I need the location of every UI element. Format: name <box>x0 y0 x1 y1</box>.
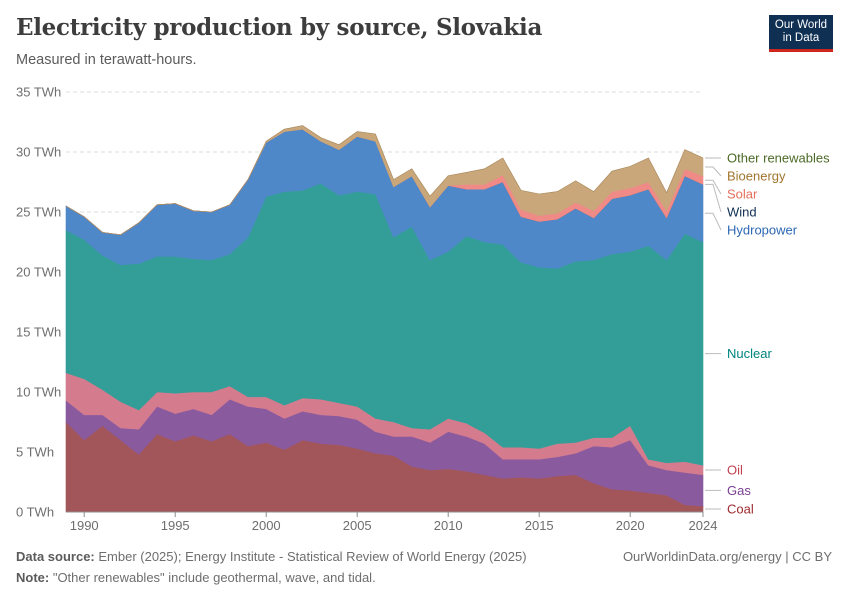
label-connector <box>705 183 722 213</box>
series-labels: Other renewables Bioenergy Solar Wind Hydrop… <box>705 151 830 517</box>
series-label-other-renewables[interactable]: Other renewables <box>727 151 830 166</box>
y-tick-label: 30 TWh <box>16 145 61 160</box>
x-tick-label: 1990 <box>70 518 99 533</box>
data-source: Data source: Ember (2025); Energy Instit… <box>16 549 527 564</box>
y-tick-label: 0 TWh <box>16 505 54 520</box>
y-tick-label: 20 TWh <box>16 265 61 280</box>
area-series-group <box>65 125 704 513</box>
y-tick-label: 15 TWh <box>16 325 61 340</box>
logo-line-1: Our World <box>774 19 828 31</box>
note-text: "Other renewables" include geothermal, w… <box>49 570 376 585</box>
x-tick-label: 2000 <box>252 518 281 533</box>
data-source-label: Data source: <box>16 549 95 564</box>
page-title: Electricity production by source, Slovak… <box>16 14 543 41</box>
axes: 0 TWh 5 TWh 10 TWh 15 TWh 20 TWh 25 TWh 30 TWh… <box>16 85 717 534</box>
series-label-coal[interactable]: Coal <box>727 502 754 517</box>
series-label-bioenergy[interactable]: Bioenergy <box>727 169 786 184</box>
series-label-hydropower[interactable]: Hydropower <box>727 223 798 238</box>
credit-link[interactable]: OurWorldinData.org/energy | CC BY <box>622 549 832 564</box>
y-tick-label: 25 TWh <box>16 205 61 220</box>
series-label-nuclear[interactable]: Nuclear <box>727 346 772 361</box>
x-tick-label: 2020 <box>616 518 645 533</box>
owid-logo[interactable]: Our World in Data <box>769 15 833 52</box>
x-tick-label: 2024 <box>689 518 718 533</box>
label-connector <box>705 166 722 177</box>
label-connector <box>705 179 722 195</box>
y-tick-label: 5 TWh <box>16 445 54 460</box>
series-label-oil[interactable]: Oil <box>727 463 743 478</box>
x-tick-label: 2005 <box>343 518 372 533</box>
series-label-gas[interactable]: Gas <box>727 483 751 498</box>
y-tick-label: 10 TWh <box>16 385 61 400</box>
x-tick-label: 1995 <box>161 518 190 533</box>
area-other-renewables[interactable] <box>65 125 704 236</box>
logo-line-2: in Data <box>782 32 820 44</box>
series-label-wind[interactable]: Wind <box>727 205 757 220</box>
series-label-solar[interactable]: Solar <box>727 187 758 202</box>
x-tick-label: 2015 <box>525 518 554 533</box>
x-tick-label: 2010 <box>434 518 463 533</box>
label-connector <box>705 212 722 231</box>
data-source-text: Ember (2025); Energy Institute - Statist… <box>94 549 527 564</box>
page-subtitle: Measured in terawatt-hours. <box>16 52 197 68</box>
chart-note: Note: "Other renewables" include geother… <box>16 570 376 585</box>
y-tick-label: 35 TWh <box>16 85 61 100</box>
note-label: Note: <box>16 570 50 585</box>
